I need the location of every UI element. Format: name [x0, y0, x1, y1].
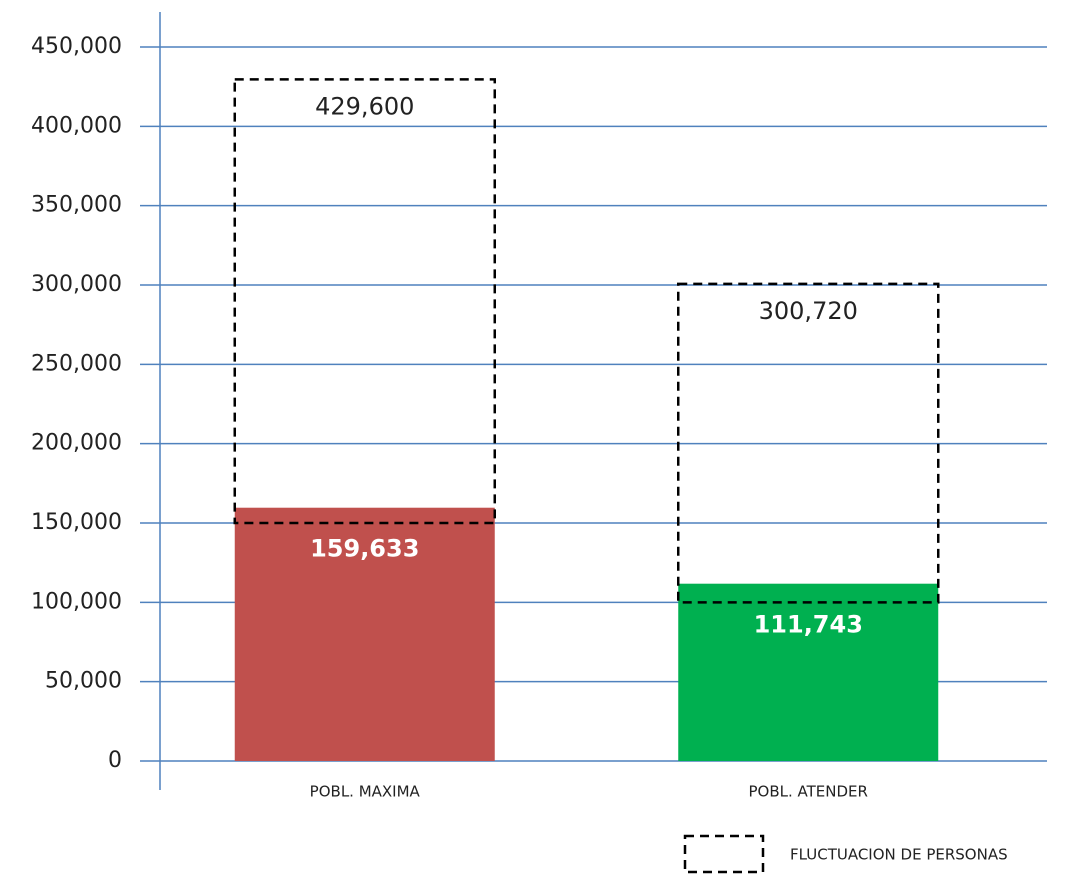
y-tick-label: 150,000: [31, 510, 122, 535]
bar: [234, 507, 495, 761]
y-tick-label: 350,000: [31, 193, 122, 218]
x-tick-label: POBL. ATENDER: [749, 783, 868, 801]
y-tick-label: 200,000: [31, 431, 122, 456]
range-label: 300,720: [759, 297, 858, 325]
y-tick-label: 450,000: [31, 34, 122, 59]
legend-swatch: [683, 834, 765, 874]
y-tick-label: 400,000: [31, 113, 122, 138]
y-tick-label: 50,000: [45, 669, 122, 694]
x-tick-label: POBL. MAXIMA: [310, 783, 421, 801]
range-box: [677, 282, 940, 604]
y-tick-label: 300,000: [31, 272, 122, 297]
legend-label: FLUCTUACION DE PERSONAS: [790, 846, 1008, 864]
data-label: 159,633: [310, 535, 419, 563]
data-label: 111,743: [754, 611, 863, 639]
range-label: 429,600: [315, 92, 414, 120]
y-tick-label: 100,000: [31, 589, 122, 614]
bar: [678, 583, 939, 761]
y-tick-label: 0: [108, 748, 122, 773]
range-box: [233, 78, 496, 525]
y-tick-label: 250,000: [31, 351, 122, 376]
